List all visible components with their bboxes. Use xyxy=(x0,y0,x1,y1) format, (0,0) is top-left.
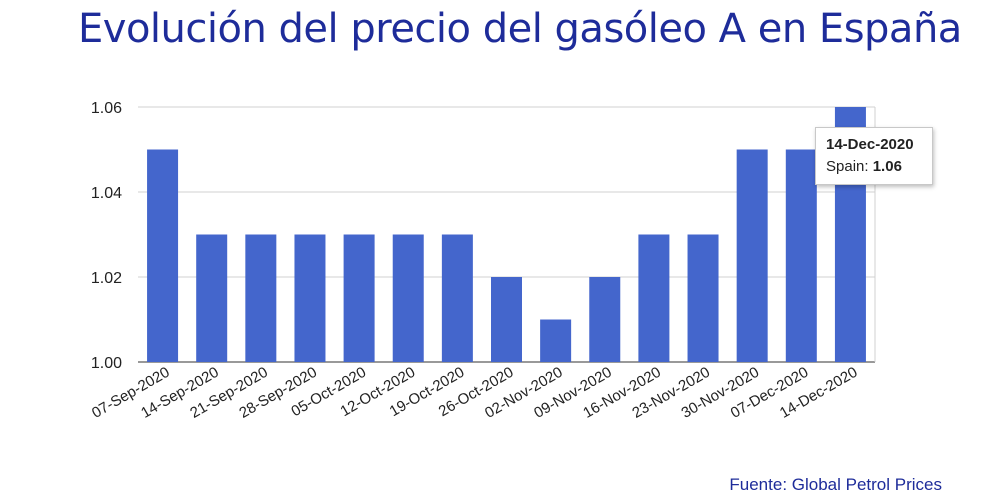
bar[interactable] xyxy=(540,319,572,363)
bar[interactable] xyxy=(785,149,817,363)
tooltip-value: 1.06 xyxy=(872,158,902,175)
tooltip-date: 14-Dec-2020 xyxy=(826,136,914,153)
bar[interactable] xyxy=(491,277,522,362)
y-tick-label: 1.02 xyxy=(91,270,122,287)
bar[interactable] xyxy=(736,149,768,363)
chart-title: Evolución del precio del gasóleo A en Es… xyxy=(78,6,962,52)
bar[interactable] xyxy=(589,277,621,362)
y-tick-label: 1.06 xyxy=(91,100,122,117)
bar[interactable] xyxy=(294,234,326,363)
tooltip-series-label: Spain: xyxy=(826,158,869,175)
bar[interactable] xyxy=(638,234,670,363)
bars xyxy=(147,107,866,362)
y-tick-label: 1.04 xyxy=(91,185,122,202)
bar[interactable] xyxy=(687,234,719,363)
bar[interactable] xyxy=(343,234,375,363)
y-tick-labels: 1.00 1.02 1.04 1.06 xyxy=(91,100,122,372)
bar[interactable] xyxy=(441,234,473,363)
y-tick-label: 1.00 xyxy=(91,355,122,372)
source-note: Fuente: Global Petrol Prices xyxy=(729,475,942,494)
x-tick-labels: 07-Sep-202014-Sep-202021-Sep-202028-Sep-… xyxy=(89,364,860,422)
data-tooltip: 14-Dec-2020 Spain: 1.06 xyxy=(815,127,933,185)
bar[interactable] xyxy=(392,234,424,363)
bar[interactable] xyxy=(196,234,228,363)
bar[interactable] xyxy=(147,149,179,363)
bar[interactable] xyxy=(245,234,277,363)
